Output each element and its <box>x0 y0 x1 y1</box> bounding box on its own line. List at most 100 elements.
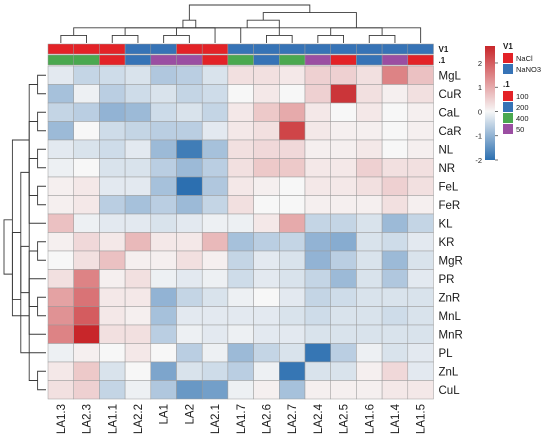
annotation-cell <box>227 54 254 66</box>
heatmap-cell <box>279 195 306 215</box>
heatmap-cell <box>47 306 74 326</box>
heatmap-cell <box>150 84 177 104</box>
annotation-legend-label: 400 <box>516 114 529 123</box>
heatmap-cell <box>201 84 229 104</box>
heatmap-cell <box>47 158 74 178</box>
heatmap-cell <box>330 176 357 196</box>
heatmap-cell <box>47 213 74 233</box>
color-scale-tick-label: 1 <box>478 83 482 92</box>
dendrogram-branch <box>37 296 46 317</box>
dendrogram-branch <box>20 171 30 294</box>
heatmap-cell <box>381 213 409 233</box>
heatmap-cell <box>304 84 331 104</box>
heatmap-cell <box>253 213 280 233</box>
row-label: PL <box>439 348 454 360</box>
heatmap-cell <box>381 102 409 122</box>
heatmap-cell <box>73 195 100 215</box>
annotation-legend-label: 100 <box>516 92 529 101</box>
heatmap-cell <box>330 102 357 122</box>
heatmap-cell <box>279 269 306 289</box>
heatmap-cell <box>227 65 254 85</box>
heatmap-cell <box>407 65 434 85</box>
heatmap-cell <box>176 139 203 159</box>
heatmap-cell <box>407 158 434 178</box>
heatmap-cell <box>330 213 357 233</box>
heatmap-cell <box>407 195 434 215</box>
heatmap-cell <box>73 84 100 104</box>
heatmap-cell <box>73 250 100 270</box>
heatmap-cell <box>201 343 229 363</box>
heatmap-cell <box>253 176 280 196</box>
heatmap-cell <box>279 139 306 159</box>
annotation-cell <box>124 54 152 66</box>
heatmap-cell <box>124 139 152 159</box>
column-annotation-tracks: V1.1 <box>47 43 449 66</box>
heatmap-cell <box>124 324 152 344</box>
heatmap-cell <box>253 343 280 363</box>
heatmap-cell <box>304 324 331 344</box>
heatmap-cell <box>176 84 203 104</box>
heatmap-cell <box>227 176 254 196</box>
heatmap-cell <box>330 158 357 178</box>
heatmap-cell <box>253 158 280 178</box>
row-label: FeR <box>439 200 461 212</box>
heatmap-cell <box>99 287 126 307</box>
heatmap-cell <box>253 84 280 104</box>
heatmap-cell <box>304 213 331 233</box>
heatmap-cell <box>47 269 74 289</box>
annotation-legend-label: 200 <box>516 103 529 112</box>
heatmap-cell <box>381 121 409 141</box>
heatmap-cell <box>99 361 126 381</box>
heatmap-cell <box>201 250 229 270</box>
heatmap-cell <box>201 195 229 215</box>
heatmap-cell <box>99 250 126 270</box>
dendrogram-branch <box>28 84 38 196</box>
heatmap-cell <box>73 361 100 381</box>
heatmap-cell <box>356 195 383 215</box>
row-label: MnL <box>439 311 462 323</box>
heatmap-cell <box>279 158 306 178</box>
heatmap-cell <box>381 269 409 289</box>
heatmap-cell <box>47 176 74 196</box>
heatmap-cell <box>253 380 280 400</box>
heatmap-cell <box>99 343 126 363</box>
heatmap-cell <box>124 361 152 381</box>
annotation-legend-swatch <box>503 64 513 74</box>
heatmap-cell <box>201 139 229 159</box>
heatmap-cell <box>279 232 306 252</box>
annotation-cell <box>381 54 409 66</box>
heatmap-cell <box>356 102 383 122</box>
column-dendrogram <box>60 4 422 43</box>
heatmap-cell <box>356 213 383 233</box>
heatmap-cell <box>304 380 331 400</box>
annotation-cell <box>253 54 280 66</box>
row-label: NR <box>439 163 456 175</box>
heatmap-cell <box>227 361 254 381</box>
heatmap-cell <box>99 232 126 252</box>
heatmap-cell <box>253 139 280 159</box>
heatmap-cell <box>330 84 357 104</box>
heatmap-cell <box>407 287 434 307</box>
heatmap-cell <box>176 65 203 85</box>
heatmap-cell <box>381 176 409 196</box>
heatmap-cell <box>150 324 177 344</box>
heatmap-cell <box>150 139 177 159</box>
heatmap-cell <box>73 158 100 178</box>
heatmap-cell <box>407 380 434 400</box>
heatmap-cell <box>227 102 254 122</box>
heatmap-cell <box>73 324 100 344</box>
row-label: CaR <box>439 126 462 138</box>
heatmap-cell <box>227 324 254 344</box>
column-label: LA2.7 <box>287 404 299 434</box>
heatmap-cell <box>381 306 409 326</box>
heatmap-cell <box>99 158 126 178</box>
heatmap-cell <box>279 343 306 363</box>
column-label: LA1.4 <box>390 403 402 434</box>
row-label: ZnL <box>439 366 459 378</box>
heatmap-cell <box>124 232 152 252</box>
dendrogram-branch <box>37 148 46 169</box>
heatmap-cell <box>176 250 203 270</box>
heatmap-cell <box>381 158 409 178</box>
heatmap-cell <box>253 361 280 381</box>
heatmap-cell <box>407 121 434 141</box>
